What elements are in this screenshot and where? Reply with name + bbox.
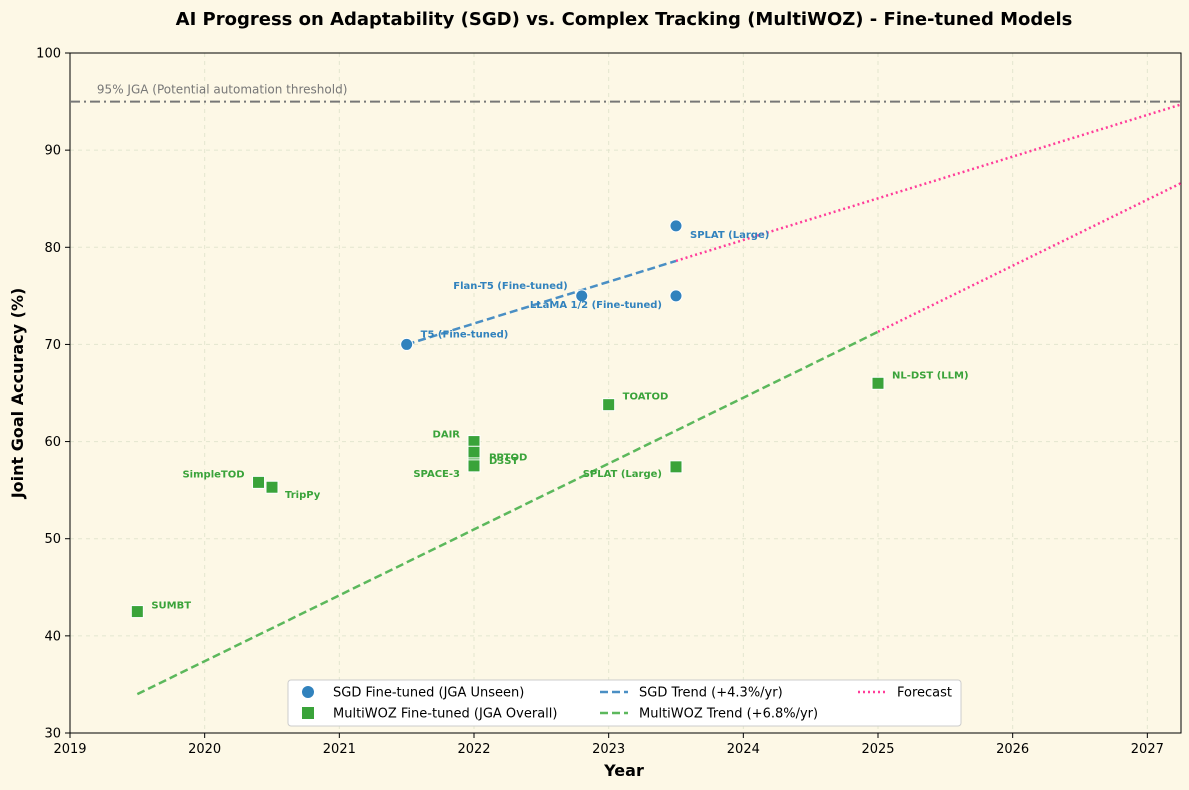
sgd-point [400,337,414,351]
multiwoz-point-label: NL-DST (LLM) [892,370,969,381]
multiwoz-point-label: D3ST [489,456,518,467]
forecast-line [877,182,1182,333]
multiwoz-point-label: PPTOD [489,452,527,463]
x-tick-label: 2023 [592,742,625,757]
chart-title: AI Progress on Adaptability (SGD) vs. Co… [176,9,1073,30]
multiwoz-point [467,459,481,473]
legend-label: Forecast [897,686,952,701]
x-tick-label: 2025 [861,742,894,757]
y-tick-label: 50 [44,532,61,547]
forecast-line [675,103,1182,263]
multiwoz-point-label: TripPy [285,490,321,501]
multiwoz-point [871,376,885,390]
multiwoz-point-label: SPACE-3 [413,469,460,480]
multiwoz-point-label: SUMBT [151,601,191,612]
x-axis-label: Year [603,761,644,780]
sgd-point-label: Flan-T5 (Fine-tuned) [453,281,567,292]
legend-marker-square [302,707,314,719]
y-tick-label: 100 [36,47,61,62]
legend-box [287,679,962,727]
sgd-point [575,289,589,303]
y-tick-label: 90 [44,144,61,159]
x-tick-label: 2019 [53,742,86,757]
multiwoz-point-label: DAIR [433,430,461,441]
legend-marker-circle [302,686,314,698]
multiwoz-point [252,475,266,489]
multiwoz-point-label: SimpleTOD [182,469,244,480]
x-tick-label: 2021 [323,742,356,757]
multiwoz-point-label: SPLAT (Large) [583,469,662,480]
threshold-label: 95% JGA (Potential automation threshold) [97,83,347,97]
legend-label: SGD Fine-tuned (JGA Unseen) [333,686,524,701]
y-axis-label: Joint Goal Accuracy (%) [8,288,27,500]
x-tick-label: 2020 [188,742,221,757]
legend: SGD Fine-tuned (JGA Unseen) MultiWOZ Fine… [287,679,962,727]
trend-line [136,330,879,696]
y-tick-label: 30 [44,727,61,742]
multiwoz-point-label: TOATOD [623,392,669,403]
y-tick-label: 60 [44,435,61,450]
sgd-point-label: LLaMA 1/2 (Fine-tuned) [530,300,662,311]
trend-line [406,259,677,346]
multiwoz-point [265,480,279,494]
y-tick-label: 70 [44,338,61,353]
y-tick-label: 80 [44,241,61,256]
x-tick-label: 2024 [727,742,760,757]
multiwoz-point [467,445,481,459]
multiwoz-point [602,398,616,412]
legend-label: MultiWOZ Trend (+6.8%/yr) [639,707,818,722]
legend-label: SGD Trend (+4.3%/yr) [639,686,783,701]
x-tick-label: 2027 [1131,742,1164,757]
x-tick-label: 2026 [996,742,1029,757]
sgd-point [669,289,683,303]
plot-frame [69,52,1182,734]
legend-label: MultiWOZ Fine-tuned (JGA Overall) [333,707,557,722]
x-tick-label: 2022 [457,742,490,757]
sgd-point [669,219,683,233]
sgd-point-label: T5 (Fine-tuned) [421,329,509,340]
multiwoz-point [130,605,144,619]
sgd-point-label: SPLAT (Large) [690,230,769,241]
multiwoz-point [669,460,683,474]
y-tick-label: 40 [44,629,61,644]
